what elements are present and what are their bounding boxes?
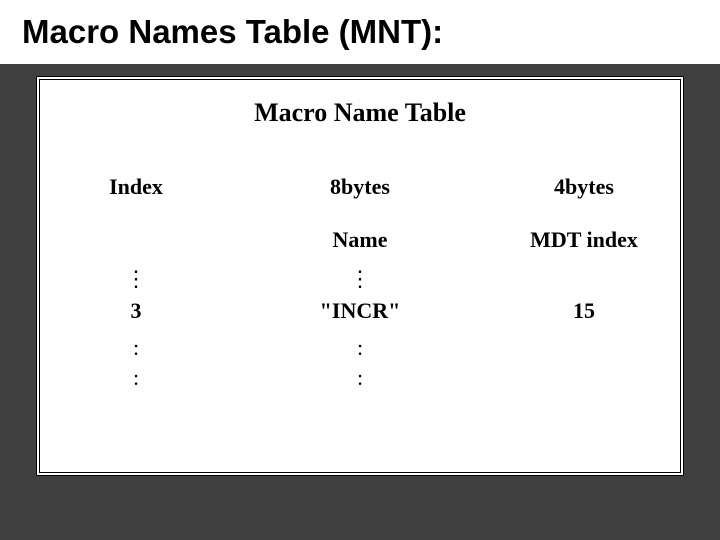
vdots-icon: : <box>232 372 488 384</box>
vdots-icon: : <box>40 372 232 384</box>
content-area: Macro Name Table Index 8bytes 4bytes Nam… <box>0 64 720 476</box>
vdots-row-after-1: : : <box>40 324 680 354</box>
vdots-icon: : <box>232 342 488 354</box>
col-sub-index <box>40 227 232 253</box>
vdots-icon: ⋮ <box>232 273 488 284</box>
vdots-icon <box>488 273 680 284</box>
table-title: Macro Name Table <box>40 98 680 128</box>
title-bar: Macro Names Table (MNT): <box>0 0 720 64</box>
cell-name: "INCR" <box>232 298 488 324</box>
vdots-icon <box>488 342 680 354</box>
col-header-mdt-bytes: 4bytes <box>488 175 680 199</box>
slide: Macro Names Table (MNT): Macro Name Tabl… <box>0 0 720 540</box>
vdots-icon: : <box>40 342 232 354</box>
cell-index: 3 <box>40 298 232 324</box>
subheader-row: Name MDT index <box>40 199 680 253</box>
table-frame: Macro Name Table Index 8bytes 4bytes Nam… <box>36 76 684 476</box>
col-header-index: Index <box>40 175 232 199</box>
vdots-icon <box>488 372 680 384</box>
vdots-row-before: ⋮ ⋮ <box>40 253 680 284</box>
header-row: Index 8bytes 4bytes <box>40 175 680 199</box>
col-sub-mdt: MDT index <box>488 227 680 253</box>
table-grid: Index 8bytes 4bytes Name MDT index ⋮ ⋮ <box>40 175 680 384</box>
vdots-icon: ⋮ <box>40 273 232 284</box>
col-sub-name: Name <box>232 227 488 253</box>
slide-title: Macro Names Table (MNT): <box>22 13 443 51</box>
table-inset: Macro Name Table Index 8bytes 4bytes Nam… <box>39 79 681 473</box>
cell-mdt-index: 15 <box>488 298 680 324</box>
col-header-name-bytes: 8bytes <box>232 175 488 199</box>
